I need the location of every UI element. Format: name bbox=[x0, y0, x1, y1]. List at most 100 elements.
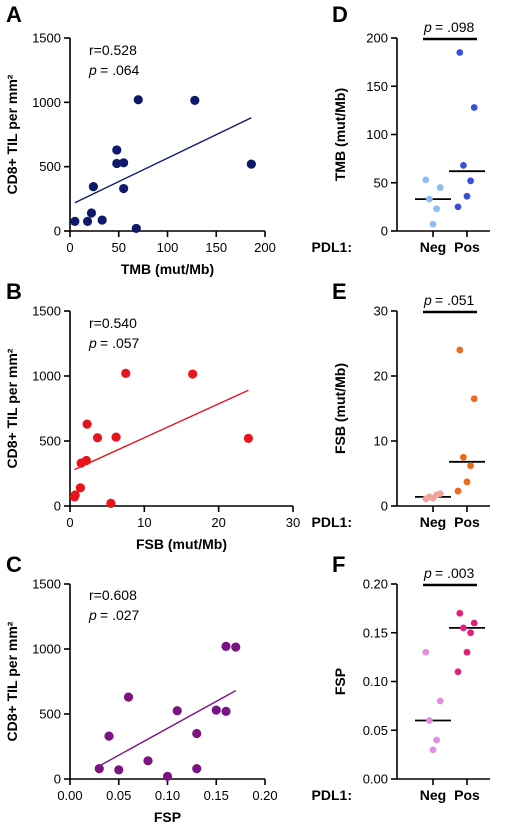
data-point bbox=[467, 177, 474, 185]
category-label: Neg bbox=[420, 239, 446, 255]
y-tick-label: 0.20 bbox=[363, 577, 388, 592]
data-point bbox=[460, 161, 467, 169]
data-point bbox=[246, 159, 256, 169]
data-point bbox=[454, 668, 462, 676]
p-value: = .098 bbox=[435, 19, 475, 35]
data-point bbox=[70, 490, 80, 500]
y-tick-label: 20 bbox=[374, 369, 388, 384]
x-tick-label: 0.15 bbox=[204, 788, 229, 803]
data-point bbox=[162, 771, 173, 782]
data-point bbox=[119, 158, 129, 168]
data-point bbox=[123, 692, 134, 702]
data-point bbox=[188, 369, 198, 379]
x-tick-label: 0.05 bbox=[106, 788, 131, 803]
y-tick-label: 150 bbox=[366, 79, 388, 94]
category-label: Neg bbox=[420, 787, 446, 803]
panel-d: D 0 50 100 150 200 TMB (mut/Mb) PDL1: Neg Pos p = .… bbox=[312, 2, 490, 255]
data-point bbox=[433, 205, 440, 213]
x-axis-label: PDL1: bbox=[312, 239, 352, 255]
data-point bbox=[97, 215, 107, 225]
regression-line bbox=[74, 117, 252, 204]
data-point bbox=[243, 433, 253, 443]
data-point bbox=[75, 483, 86, 493]
y-tick-label: 0 bbox=[54, 772, 61, 787]
x-tick-label: 0.10 bbox=[155, 788, 180, 803]
y-tick-label: 0 bbox=[381, 224, 388, 239]
data-point bbox=[104, 731, 114, 741]
data-point bbox=[436, 184, 444, 191]
p-value: = .003 bbox=[435, 565, 475, 581]
correlation-r: r=0.540 bbox=[89, 315, 137, 331]
x-axis-label: FSB (mut/Mb) bbox=[136, 536, 227, 552]
data-point bbox=[456, 49, 464, 56]
y-tick-label: 1000 bbox=[32, 369, 61, 384]
y-tick-label: 50 bbox=[374, 175, 388, 190]
data-point bbox=[211, 705, 221, 715]
category-label: Pos bbox=[454, 787, 480, 803]
y-tick-label: 0.15 bbox=[363, 625, 388, 640]
data-point bbox=[190, 95, 200, 106]
y-axis-label: CD8+ TIL per mm² bbox=[4, 74, 20, 194]
category-label: Pos bbox=[454, 239, 480, 255]
panel-b: B 0 500 1000 1500 CD8+ TIL per mm² 0 10 20 30 FSB … bbox=[4, 279, 300, 552]
x-tick-label: 200 bbox=[254, 240, 276, 255]
data-point bbox=[470, 395, 478, 403]
data-point bbox=[192, 764, 202, 774]
p-value: = .027 bbox=[100, 607, 140, 623]
p-symbol: p bbox=[423, 565, 432, 581]
data-point bbox=[82, 216, 93, 226]
y-tick-label: 10 bbox=[374, 434, 388, 449]
data-point bbox=[112, 145, 122, 155]
y-tick-label: 1500 bbox=[32, 31, 61, 46]
panel-label: A bbox=[6, 2, 22, 27]
x-tick-label: 150 bbox=[205, 240, 227, 255]
data-point bbox=[111, 432, 121, 442]
panel-c: C 0 500 1000 1500 CD8+ TIL per mm² 0.00 0.05 0.1… bbox=[4, 552, 278, 825]
data-point bbox=[463, 648, 471, 656]
data-point bbox=[119, 183, 129, 194]
y-tick-label: 100 bbox=[366, 127, 388, 142]
p-value: = .051 bbox=[435, 292, 475, 308]
data-point bbox=[70, 216, 80, 226]
data-point bbox=[106, 498, 116, 508]
data-point bbox=[456, 609, 464, 617]
data-point bbox=[467, 462, 474, 470]
data-point bbox=[463, 192, 471, 200]
data-point bbox=[422, 648, 430, 656]
data-point bbox=[426, 195, 433, 203]
y-tick-label: 500 bbox=[39, 707, 61, 722]
data-point bbox=[86, 208, 97, 218]
data-point bbox=[470, 619, 478, 627]
p-value: = .064 bbox=[100, 62, 140, 78]
y-tick-label: 0 bbox=[381, 499, 388, 514]
y-axis-label: FSP bbox=[332, 668, 348, 695]
y-tick-label: 1500 bbox=[32, 304, 61, 319]
p-value: = .057 bbox=[100, 335, 140, 351]
data-point bbox=[192, 728, 202, 739]
y-tick-label: 0.10 bbox=[363, 674, 388, 689]
y-tick-label: 1000 bbox=[32, 95, 61, 110]
x-axis-label: TMB (mut/Mb) bbox=[121, 261, 214, 277]
data-point bbox=[81, 455, 91, 466]
data-point bbox=[429, 746, 437, 754]
data-point bbox=[436, 697, 444, 705]
y-tick-label: 30 bbox=[374, 304, 388, 319]
data-point bbox=[422, 176, 430, 184]
p-symbol: p bbox=[88, 607, 97, 623]
y-tick-label: 0.05 bbox=[363, 723, 388, 738]
data-point bbox=[460, 453, 467, 461]
y-tick-label: 500 bbox=[39, 434, 61, 449]
data-point bbox=[143, 756, 153, 766]
data-point bbox=[121, 368, 131, 378]
x-tick-label: 100 bbox=[157, 240, 179, 255]
data-point bbox=[231, 642, 241, 652]
data-point bbox=[131, 223, 141, 234]
x-tick-label: 0 bbox=[66, 515, 73, 530]
x-tick-label: 20 bbox=[211, 515, 225, 530]
data-point bbox=[433, 736, 440, 744]
x-tick-label: 0 bbox=[66, 240, 73, 255]
panel-label: C bbox=[6, 552, 22, 577]
data-point bbox=[463, 478, 471, 486]
y-tick-label: 0.00 bbox=[363, 772, 388, 787]
data-point bbox=[426, 717, 433, 724]
